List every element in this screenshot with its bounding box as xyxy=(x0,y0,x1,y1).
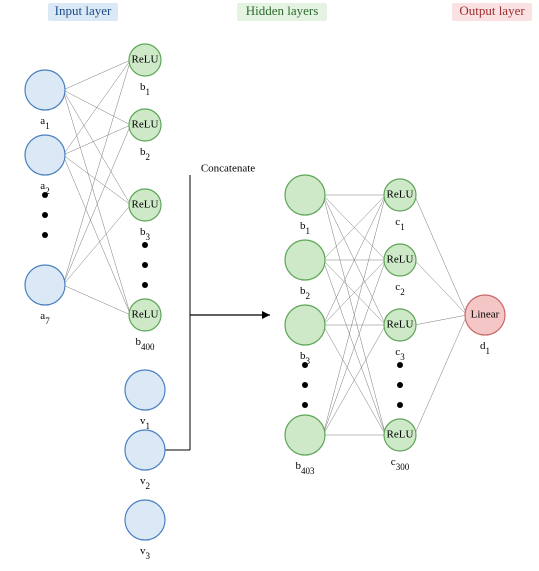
svg-text:v1: v1 xyxy=(140,415,150,431)
svg-text:ReLU: ReLU xyxy=(132,309,159,321)
svg-text:a7: a7 xyxy=(40,310,50,326)
svg-text:ReLU: ReLU xyxy=(387,254,414,266)
svg-text:b400: b400 xyxy=(136,336,156,352)
edges-a-to-b xyxy=(63,60,131,315)
concat-b-nodes xyxy=(285,175,325,455)
svg-text:c300: c300 xyxy=(391,456,410,472)
svg-text:c2: c2 xyxy=(395,281,404,297)
input-node xyxy=(125,370,165,410)
svg-text:b2: b2 xyxy=(300,285,310,301)
svg-text:c3: c3 xyxy=(395,346,405,362)
svg-text:ReLU: ReLU xyxy=(387,429,414,441)
svg-text:ReLU: ReLU xyxy=(132,119,159,131)
svg-text:c1: c1 xyxy=(395,216,404,232)
svg-text:ReLU: ReLU xyxy=(132,199,159,211)
svg-text:b1: b1 xyxy=(140,81,150,97)
input-node xyxy=(25,135,65,175)
svg-text:a2: a2 xyxy=(40,180,49,196)
input-node xyxy=(25,265,65,305)
output-layer-header: Output layer xyxy=(452,3,532,21)
hidden-node xyxy=(285,240,325,280)
hidden-node xyxy=(285,305,325,345)
hidden-node xyxy=(285,415,325,455)
svg-text:v3: v3 xyxy=(140,545,151,561)
edges-c-to-d xyxy=(414,195,467,435)
svg-text:a1: a1 xyxy=(40,115,49,131)
input-node xyxy=(25,70,65,110)
svg-text:ReLU: ReLU xyxy=(387,319,414,331)
edges-b-to-c xyxy=(323,195,386,435)
svg-text:b2: b2 xyxy=(140,146,150,162)
svg-text:d1: d1 xyxy=(480,340,490,356)
svg-text:b1: b1 xyxy=(300,220,310,236)
svg-text:b3: b3 xyxy=(300,350,311,366)
output-d-node: Linear xyxy=(465,295,505,335)
svg-text:Output layer: Output layer xyxy=(459,3,525,18)
svg-text:Hidden layers: Hidden layers xyxy=(246,3,319,18)
concatenate-connector: Concatenate xyxy=(160,163,270,450)
input-v-nodes xyxy=(125,370,165,540)
svg-text:Linear: Linear xyxy=(471,309,500,321)
svg-text:ReLU: ReLU xyxy=(387,189,414,201)
svg-text:Concatenate: Concatenate xyxy=(201,163,255,175)
svg-text:ReLU: ReLU xyxy=(132,54,159,66)
hidden-layer-header: Hidden layers xyxy=(237,3,327,21)
input-node xyxy=(125,500,165,540)
input-node xyxy=(125,430,165,470)
input-layer-header: Input layer xyxy=(48,3,118,21)
svg-text:Input layer: Input layer xyxy=(55,3,112,18)
hidden-node xyxy=(285,175,325,215)
svg-text:v2: v2 xyxy=(140,475,150,491)
svg-text:b403: b403 xyxy=(296,460,316,476)
svg-text:b3: b3 xyxy=(140,226,151,242)
